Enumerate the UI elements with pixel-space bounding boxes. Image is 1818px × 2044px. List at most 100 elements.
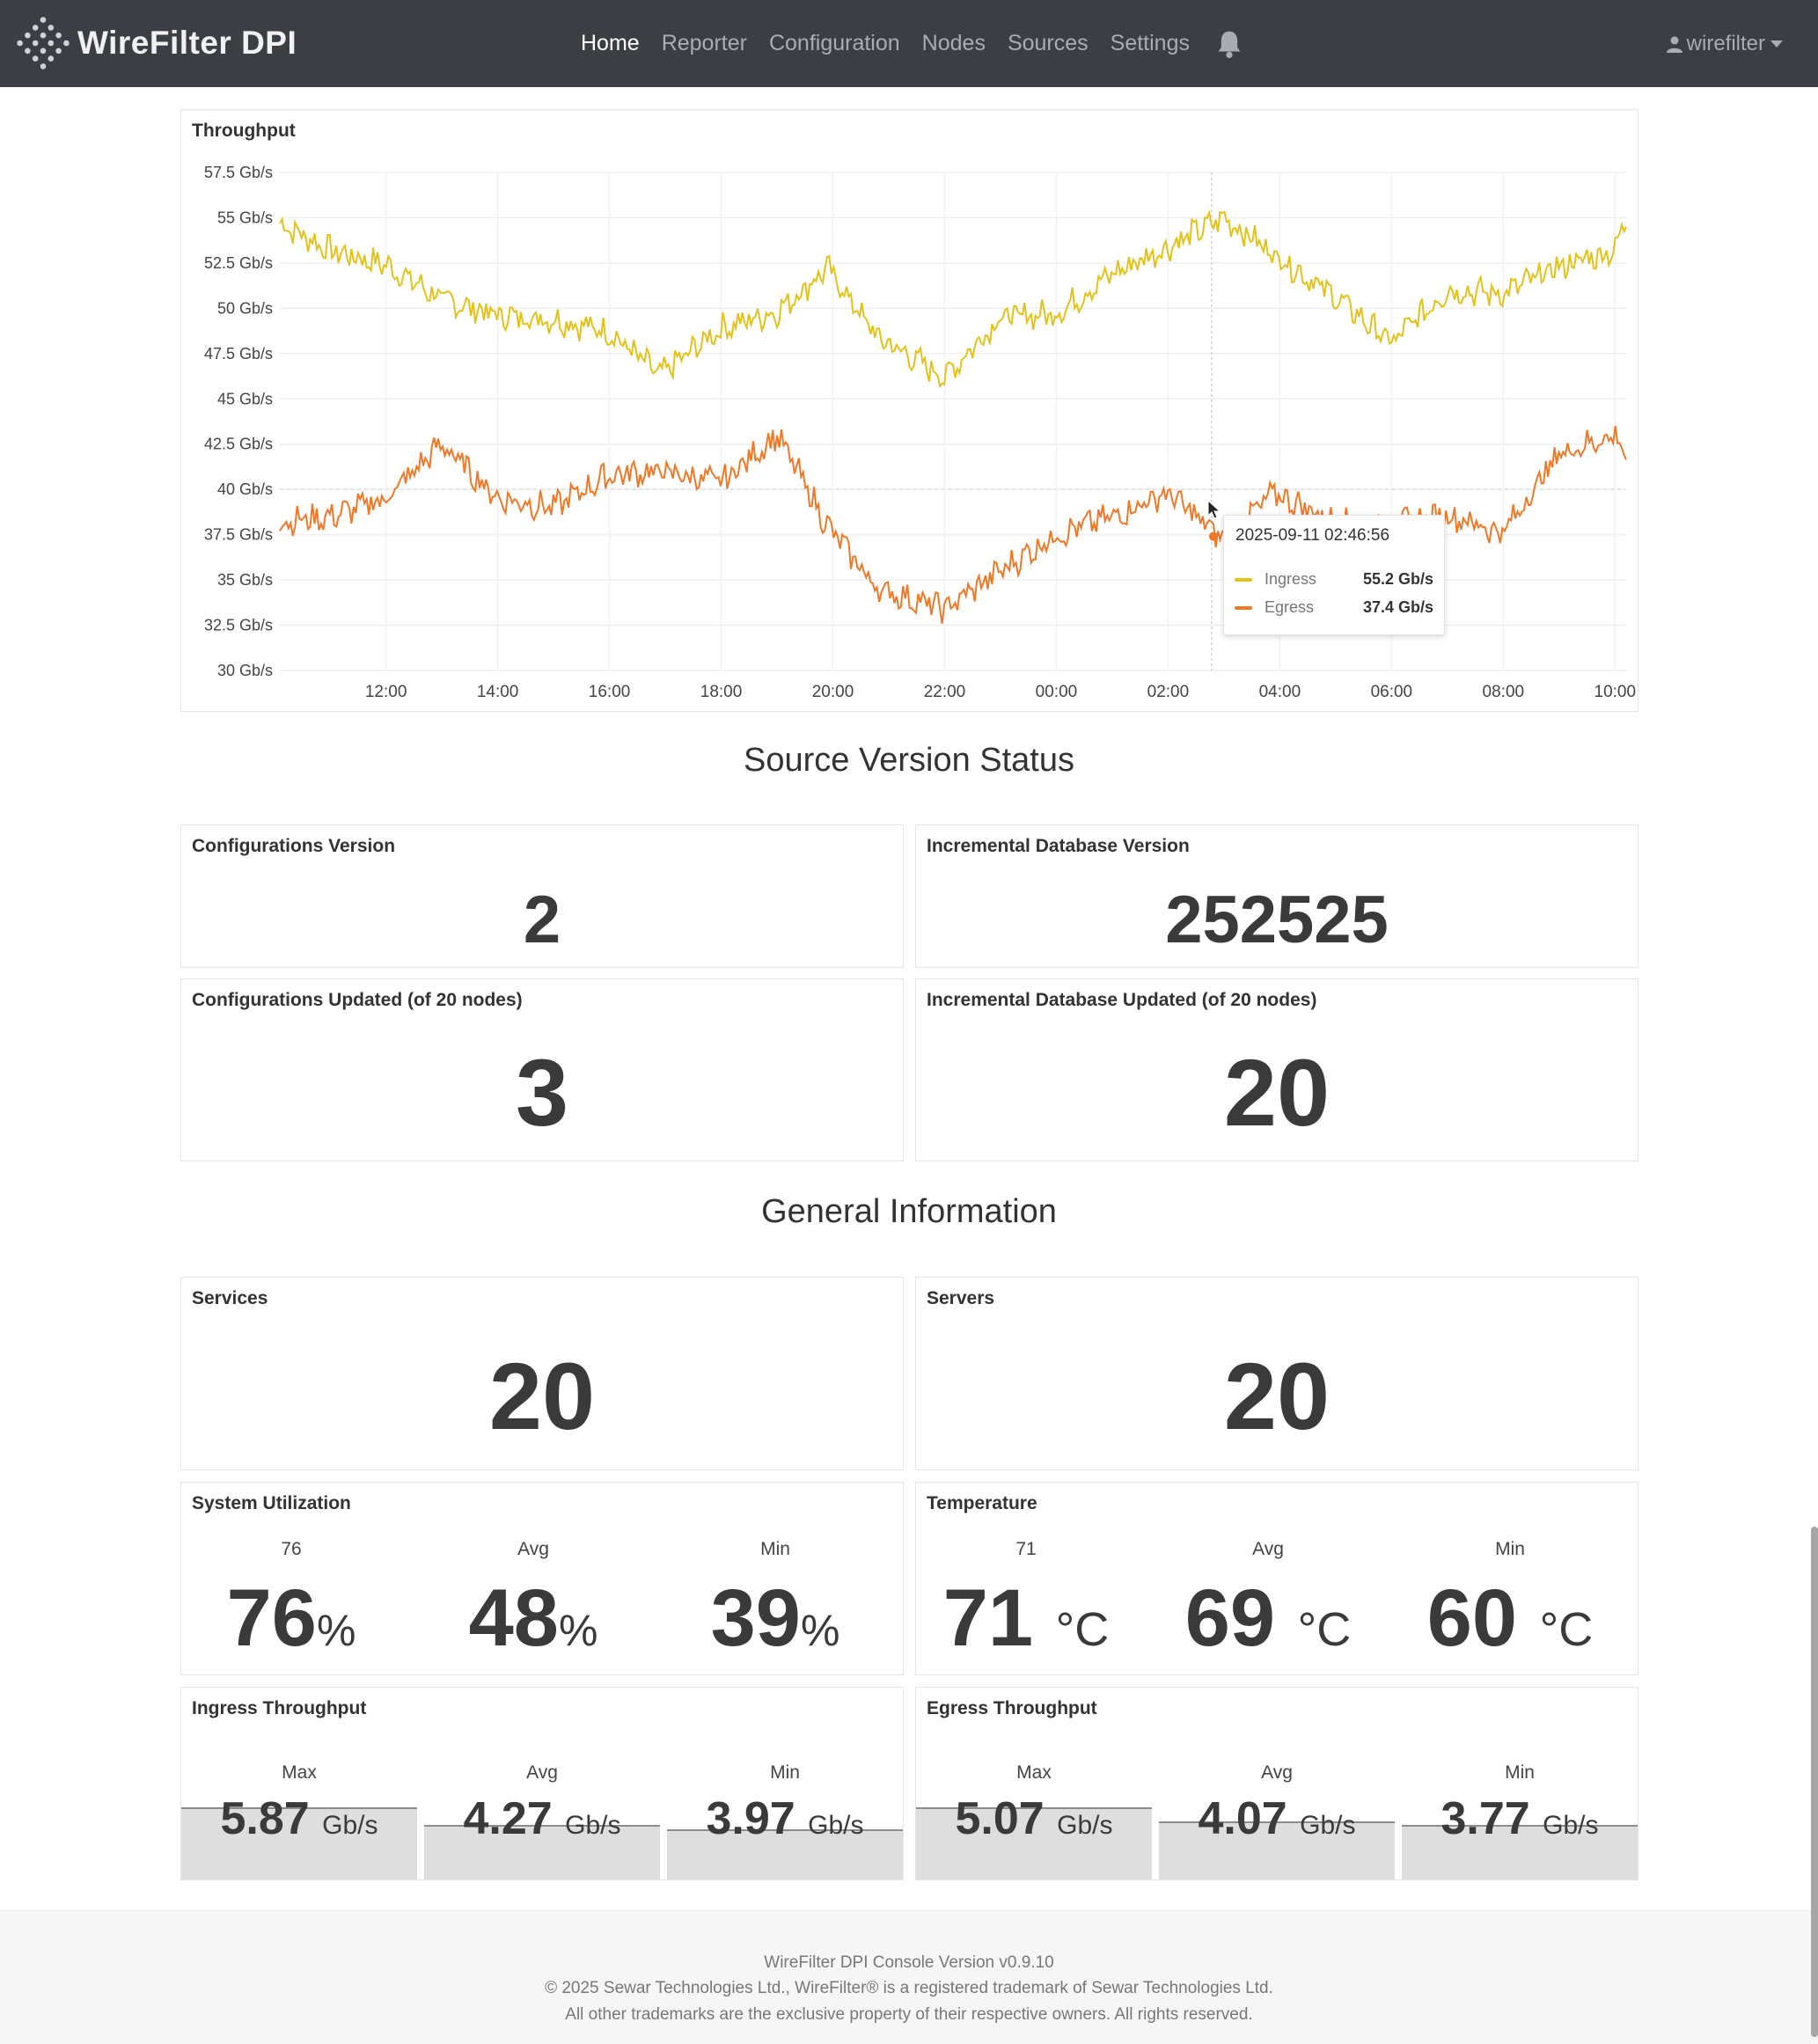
bell-icon[interactable]: [1215, 29, 1243, 59]
nav-configuration[interactable]: Configuration: [768, 31, 900, 55]
ingress-min-bar: [667, 1830, 903, 1879]
ingress-min-bar-top: [667, 1829, 903, 1831]
tooltip-time: 2025-09-11 02:46:56: [1235, 526, 1390, 545]
source-version-title: Source Version Status: [744, 742, 1074, 779]
x-tick-label: 12:00: [365, 683, 407, 701]
sysutil-label-1: 76: [281, 1539, 302, 1559]
egress-min-bar-top: [1402, 1825, 1638, 1827]
servers-label: Servers: [927, 1288, 995, 1308]
scrollbar[interactable]: [1811, 1527, 1818, 2037]
brand[interactable]: WireFilter DPI: [14, 12, 297, 74]
mouse-cursor-icon: [1207, 500, 1221, 519]
services-panel: Services 20: [180, 1277, 904, 1470]
x-tick-label: 00:00: [1036, 683, 1078, 701]
ingress-label-min: Min: [770, 1762, 800, 1783]
ingress-value-max: 5.87 Gb/s: [220, 1793, 378, 1844]
egress-avg-bar: [1159, 1822, 1395, 1879]
tooltip-ingress-value: 55.2 Gb/s: [1362, 570, 1433, 588]
user-name: wirefilter: [1686, 31, 1765, 55]
footer-copyright: © 2025 Sewar Technologies Ltd., WireFilt…: [545, 1979, 1273, 1997]
y-tick-label: 52.5 Gb/s: [204, 254, 273, 272]
throughput-chart[interactable]: 30 Gb/s 32.5 Gb/s 35 Gb/s 37.5 Gb/s 40 Gb/s 4…: [0, 0, 1818, 730]
x-tick-label: 22:00: [924, 683, 966, 701]
x-tick-label: 08:00: [1483, 683, 1525, 701]
y-tick-label: 57.5 Gb/s: [204, 164, 273, 181]
egress-throughput-label: Egress Throughput: [927, 1698, 1097, 1718]
temp-value-3: 60 °C: [1426, 1573, 1594, 1663]
tooltip-row-egress: Egress 37.4 Gb/s: [1235, 598, 1433, 619]
ingress-max-bar-top: [181, 1807, 417, 1809]
nav-nodes[interactable]: Nodes: [921, 31, 986, 55]
ingress-avg-bar: [424, 1826, 660, 1879]
ingress-swatch: [1235, 578, 1252, 582]
services-value: 20: [488, 1343, 596, 1449]
sysutil-value-2: 48%: [468, 1573, 598, 1663]
sysutil-label-2: Avg: [517, 1539, 549, 1559]
ingress-throughput-panel: Ingress Throughput Max Avg Min 5.87 Gb/s…: [180, 1687, 904, 1880]
sysutil-value-1: 76%: [226, 1573, 356, 1663]
egress-throughput-panel: Egress Throughput Max Avg Min 5.07 Gb/s …: [915, 1687, 1638, 1880]
egress-value-avg: 4.07 Gb/s: [1198, 1793, 1356, 1844]
egress-label-avg: Avg: [1261, 1762, 1293, 1783]
y-tick-label: 35 Gb/s: [217, 571, 273, 589]
system-utilization-panel: System Utilization 76 Avg Min 76% 48% 39…: [180, 1482, 904, 1675]
y-tick-label: 37.5 Gb/s: [204, 526, 273, 544]
user-menu[interactable]: wirefilter: [1666, 0, 1783, 87]
x-tick-label: 14:00: [477, 683, 519, 701]
configurations-version-value: 2: [523, 883, 561, 957]
incremental-db-version-value: 252525: [1165, 883, 1389, 957]
incremental-db-updated-label: Incremental Database Updated (of 20 node…: [927, 990, 1317, 1010]
y-tick-label: 50 Gb/s: [217, 299, 273, 317]
tooltip-egress-value: 37.4 Gb/s: [1362, 598, 1433, 616]
temp-label-2: Avg: [1252, 1539, 1284, 1559]
servers-value: 20: [1223, 1343, 1331, 1449]
throughput-title: Throughput: [192, 121, 296, 141]
ingress-value-min: 3.97 Gb/s: [706, 1793, 864, 1844]
incremental-db-version-label: Incremental Database Version: [927, 836, 1190, 856]
egress-min-bar: [1402, 1826, 1638, 1879]
y-tick-label: 47.5 Gb/s: [204, 345, 273, 363]
configurations-version-panel: Configurations Version 2: [180, 824, 904, 968]
nav-sources[interactable]: Sources: [1007, 31, 1089, 55]
nav-reporter[interactable]: Reporter: [661, 31, 747, 55]
sysutil-value-3: 39%: [710, 1573, 840, 1663]
temp-value-2: 69 °C: [1184, 1573, 1352, 1663]
egress-swatch: [1235, 606, 1252, 610]
y-tick-label: 45 Gb/s: [217, 390, 273, 407]
x-tick-label: 10:00: [1594, 683, 1637, 701]
ingress-throughput-label: Ingress Throughput: [192, 1698, 367, 1718]
x-tick-label: 20:00: [812, 683, 854, 701]
ingress-avg-bar-top: [424, 1825, 660, 1827]
configurations-updated-value: 3: [515, 1039, 569, 1146]
egress-max-bar-top: [916, 1807, 1152, 1809]
incremental-db-updated-panel: Incremental Database Updated (of 20 node…: [915, 978, 1638, 1161]
egress-avg-bar-top: [1159, 1821, 1395, 1823]
incremental-db-version-panel: Incremental Database Version 252525: [915, 824, 1638, 968]
nav-settings[interactable]: Settings: [1110, 31, 1190, 55]
tooltip-row-ingress: Ingress 55.2 Gb/s: [1235, 570, 1433, 591]
chevron-down-icon: [1770, 40, 1783, 48]
user-icon: [1666, 36, 1682, 53]
configurations-updated-label: Configurations Updated (of 20 nodes): [192, 990, 523, 1010]
diamond-dots-logo-icon: [17, 17, 70, 70]
temp-label-1: 71: [1015, 1539, 1037, 1559]
egress-value-max: 5.07 Gb/s: [955, 1793, 1113, 1844]
x-tick-label: 18:00: [700, 683, 743, 701]
main-nav: Home Reporter Configuration Nodes Source…: [581, 0, 1243, 87]
top-navbar: WireFilter DPI Home Reporter Configurati…: [0, 0, 1818, 87]
egress-label-max: Max: [1016, 1762, 1052, 1783]
egress-value-min: 3.77 Gb/s: [1440, 1793, 1599, 1844]
x-tick-label: 04:00: [1259, 683, 1301, 701]
incremental-db-updated-value: 20: [1223, 1039, 1331, 1146]
temperature-panel: Temperature 71 Avg Min 71 °C 69 °C 60 °C: [915, 1482, 1638, 1675]
system-utilization-label: System Utilization: [192, 1493, 351, 1513]
x-tick-label: 16:00: [589, 683, 631, 701]
hover-point-egress: [1208, 531, 1218, 541]
footer-version: WireFilter DPI Console Version v0.9.10: [764, 1953, 1054, 1972]
chart-tooltip: 2025-09-11 02:46:56 Ingress 55.2 Gb/s Eg…: [1223, 515, 1445, 635]
egress-label-min: Min: [1505, 1762, 1535, 1783]
x-tick-label: 02:00: [1147, 683, 1190, 701]
tooltip-ingress-name: Ingress: [1265, 570, 1317, 588]
nav-home[interactable]: Home: [581, 31, 640, 55]
sysutil-label-3: Min: [760, 1539, 790, 1559]
